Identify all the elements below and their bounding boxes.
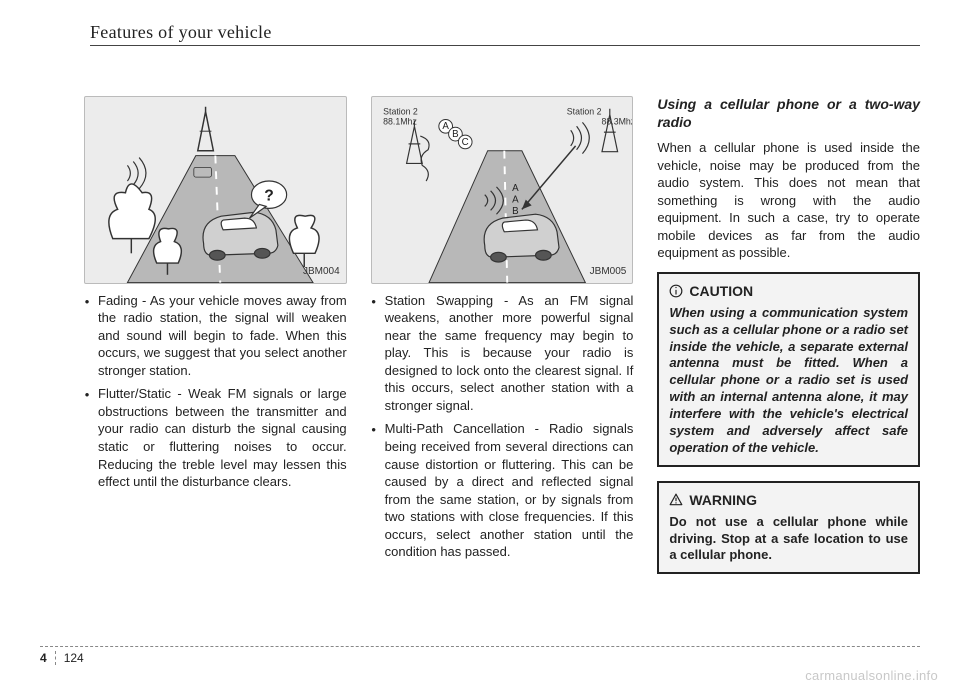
warning-box: WARNING Do not use a cellular phone whil… [657, 481, 920, 575]
chapter-number: 4 [40, 651, 56, 665]
bullet-text: Station Swapping - As an FM signal weake… [385, 292, 634, 415]
svg-text:A: A [512, 195, 519, 206]
figure-swapping-svg: Station 288.1Mhz Station 288.3Mhz [372, 97, 633, 283]
caution-title: CAUTION [689, 282, 753, 301]
bullet-item: • Flutter/Static - Weak FM signals or la… [84, 385, 347, 490]
warning-icon [669, 493, 683, 507]
bullet-text: Fading - As your vehicle moves away from… [98, 292, 347, 380]
caution-body: When using a communication system such a… [669, 305, 908, 457]
caution-box: CAUTION When using a communication syste… [657, 272, 920, 467]
bullet-text: Multi-Path Cancellation - Radio signals … [385, 420, 634, 560]
warning-body: Do not use a cellular phone while drivin… [669, 514, 908, 565]
figure-code: JBM005 [590, 265, 627, 279]
svg-text:B: B [452, 129, 459, 140]
figure-fading: ? JBM004 [84, 96, 347, 284]
bullet-marker: • [371, 292, 377, 415]
bullet-item: • Station Swapping - As an FM signal wea… [371, 292, 634, 415]
svg-text:B: B [512, 206, 519, 217]
paragraph: When a cellular phone is used inside the… [657, 139, 920, 262]
svg-text:?: ? [264, 188, 274, 205]
svg-text:A: A [442, 121, 449, 132]
bullet-text: Flutter/Static - Weak FM signals or larg… [98, 385, 347, 490]
column-1: ? JBM004 • Fading - As your vehicle move… [84, 96, 347, 619]
bullet-marker: • [84, 292, 90, 380]
figure-code: JBM004 [303, 265, 340, 279]
section-title: Features of your vehicle [90, 22, 920, 43]
watermark: carmanualsonline.info [805, 668, 938, 683]
subheading: Using a cellular phone or a two-way radi… [657, 96, 920, 131]
page-number: 124 [64, 651, 84, 665]
page-header: Features of your vehicle [90, 22, 920, 46]
svg-text:A: A [512, 183, 519, 194]
page: Features of your vehicle [0, 0, 960, 689]
info-icon [669, 284, 683, 298]
figure-swapping: Station 288.1Mhz Station 288.3Mhz [371, 96, 634, 284]
station-label-a: Station 288.1Mhz [383, 107, 418, 127]
bullet-marker: • [371, 420, 377, 560]
bullet-item: • Fading - As your vehicle moves away fr… [84, 292, 347, 380]
content-columns: ? JBM004 • Fading - As your vehicle move… [84, 96, 920, 619]
figure-fading-svg: ? [85, 97, 346, 283]
bullet-marker: • [84, 385, 90, 490]
column-3: Using a cellular phone or a two-way radi… [657, 96, 920, 619]
warning-title-row: WARNING [669, 491, 908, 510]
warning-title: WARNING [689, 491, 757, 510]
caution-title-row: CAUTION [669, 282, 908, 301]
page-footer: 4 124 [40, 646, 920, 665]
bullet-item: • Multi-Path Cancellation - Radio signal… [371, 420, 634, 560]
column-2: Station 288.1Mhz Station 288.3Mhz [371, 96, 634, 619]
svg-text:C: C [461, 137, 468, 148]
